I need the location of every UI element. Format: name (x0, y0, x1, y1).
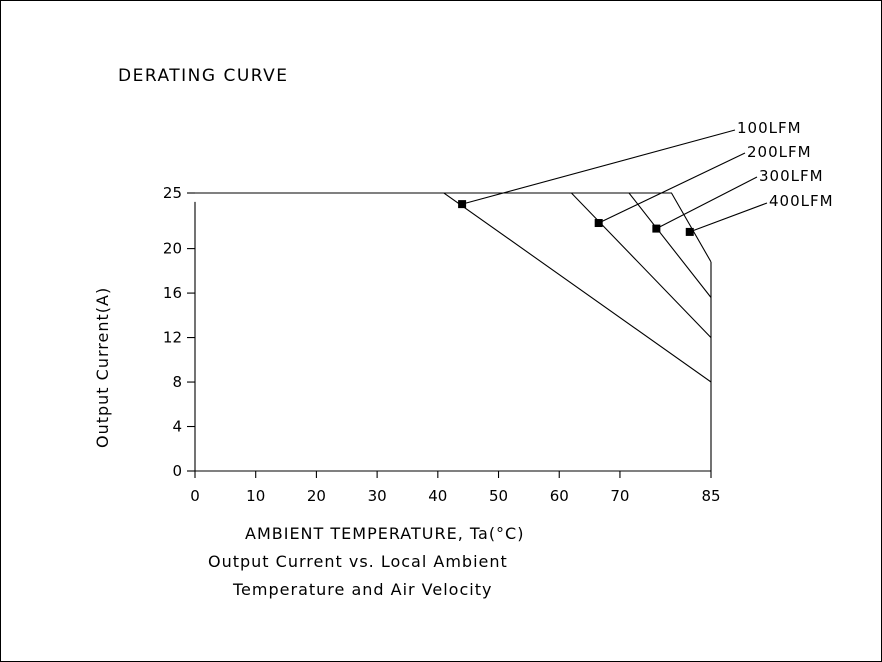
y-tick-label: 8 (172, 373, 182, 391)
caption-line-2: Temperature and Air Velocity (232, 580, 492, 599)
x-tick-label: 85 (701, 487, 720, 505)
x-tick-label: 30 (368, 487, 387, 505)
caption-line-1: Output Current vs. Local Ambient (208, 552, 508, 571)
series-line (195, 192, 712, 298)
series-label: 400LFM (769, 192, 834, 210)
series-label: 300LFM (759, 167, 824, 185)
x-tick-label: 20 (307, 487, 326, 505)
series-line (195, 192, 712, 383)
y-tick-label: 16 (163, 284, 182, 302)
y-tick-label: 0 (172, 462, 182, 480)
x-axis-label: AMBIENT TEMPERATURE, Ta(°C) (245, 524, 524, 543)
x-tick-label: 70 (610, 487, 629, 505)
callout-leader (656, 176, 758, 230)
series-callouts: 100LFM 200LFM 300LFM 400LFM (461, 119, 834, 233)
callout-leader (689, 202, 768, 233)
y-tick-label: 4 (172, 418, 182, 436)
y-tick-label: 25 (163, 184, 182, 202)
x-tick-label: 40 (428, 487, 447, 505)
series-label: 200LFM (747, 143, 812, 161)
axes: 0 10 20 30 40 50 60 70 85 0 4 8 12 16 20 25 (163, 184, 721, 505)
y-tick-label: 20 (163, 240, 182, 258)
callout-leader (598, 152, 746, 224)
series-label: 100LFM (737, 119, 802, 137)
series-line (195, 192, 712, 263)
chart-title: DERATING CURVE (118, 66, 289, 86)
x-tick-label: 10 (246, 487, 265, 505)
callout-leader (461, 129, 736, 205)
x-tick-label: 60 (550, 487, 569, 505)
x-tick-label: 0 (190, 487, 200, 505)
series-lines (195, 192, 712, 383)
y-tick-label: 12 (163, 329, 182, 347)
x-tick-label: 50 (489, 487, 508, 505)
series-line (195, 192, 712, 338)
y-axis-label: Output Current(A) (93, 287, 112, 448)
